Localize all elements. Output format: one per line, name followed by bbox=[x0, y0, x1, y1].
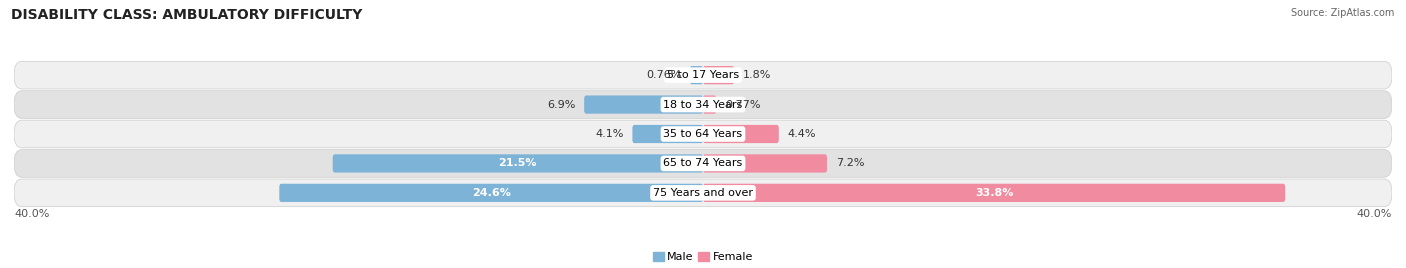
Text: 35 to 64 Years: 35 to 64 Years bbox=[664, 129, 742, 139]
FancyBboxPatch shape bbox=[703, 184, 1285, 202]
Text: 65 to 74 Years: 65 to 74 Years bbox=[664, 158, 742, 168]
FancyBboxPatch shape bbox=[280, 184, 703, 202]
Text: 40.0%: 40.0% bbox=[1357, 209, 1392, 219]
FancyBboxPatch shape bbox=[14, 91, 1392, 118]
Text: 75 Years and over: 75 Years and over bbox=[652, 188, 754, 198]
Text: 18 to 34 Years: 18 to 34 Years bbox=[664, 100, 742, 110]
Text: 4.1%: 4.1% bbox=[595, 129, 624, 139]
FancyBboxPatch shape bbox=[14, 61, 1392, 89]
Text: 1.8%: 1.8% bbox=[742, 70, 770, 80]
FancyBboxPatch shape bbox=[703, 95, 716, 114]
FancyBboxPatch shape bbox=[14, 120, 1392, 148]
Text: 33.8%: 33.8% bbox=[974, 188, 1014, 198]
Legend: Male, Female: Male, Female bbox=[648, 247, 758, 266]
Text: 5 to 17 Years: 5 to 17 Years bbox=[666, 70, 740, 80]
FancyBboxPatch shape bbox=[703, 154, 827, 173]
FancyBboxPatch shape bbox=[633, 125, 703, 143]
FancyBboxPatch shape bbox=[14, 179, 1392, 207]
FancyBboxPatch shape bbox=[690, 66, 703, 84]
Text: 4.4%: 4.4% bbox=[787, 129, 815, 139]
Text: 7.2%: 7.2% bbox=[835, 158, 865, 168]
Text: 0.77%: 0.77% bbox=[725, 100, 761, 110]
FancyBboxPatch shape bbox=[14, 150, 1392, 177]
Text: 40.0%: 40.0% bbox=[14, 209, 49, 219]
Text: Source: ZipAtlas.com: Source: ZipAtlas.com bbox=[1291, 8, 1395, 18]
Text: 6.9%: 6.9% bbox=[547, 100, 575, 110]
FancyBboxPatch shape bbox=[333, 154, 703, 173]
Text: 21.5%: 21.5% bbox=[499, 158, 537, 168]
Text: 0.76%: 0.76% bbox=[645, 70, 682, 80]
Text: 24.6%: 24.6% bbox=[472, 188, 510, 198]
FancyBboxPatch shape bbox=[583, 95, 703, 114]
FancyBboxPatch shape bbox=[703, 125, 779, 143]
FancyBboxPatch shape bbox=[703, 66, 734, 84]
Text: DISABILITY CLASS: AMBULATORY DIFFICULTY: DISABILITY CLASS: AMBULATORY DIFFICULTY bbox=[11, 8, 363, 22]
